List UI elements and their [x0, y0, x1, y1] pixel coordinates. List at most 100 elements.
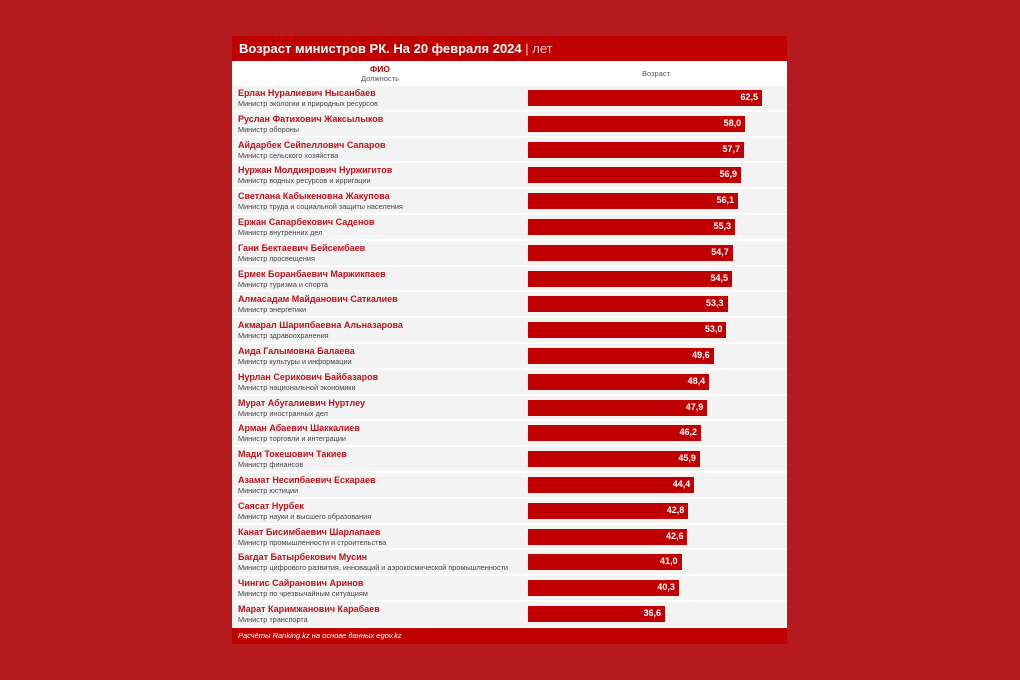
table-row: Аида Галымовна Балаева Министр культуры и…	[232, 343, 787, 368]
chart-title-bar: Возраст министров РК. На 20 февраля 2024…	[232, 36, 787, 61]
table-row: Азамат Несипбаевич Ескараев Министр юстиц…	[232, 472, 787, 497]
minister-name: Канат Бисимбаевич Шарлапаев	[238, 526, 381, 537]
age-value-label: 56,1	[716, 195, 735, 206]
table-row: Акмарал Шарипбаевна Альназарова Министр з…	[232, 318, 787, 342]
table-row: Айдарбек Сейпеллович Сапаров Министр сель…	[232, 137, 787, 162]
minister-name: Мурат Абугалиевич Нуртлеу	[238, 397, 365, 408]
age-bar: 54,7	[528, 244, 733, 261]
age-value-label: 47,9	[685, 401, 704, 412]
chart-panel: Возраст министров РК. На 20 февраля 2024…	[232, 36, 787, 644]
minister-name: Ержан Сапарбекович Саденов	[238, 216, 375, 227]
minister-position: Министр внутренних дел	[238, 227, 323, 237]
age-bar: 40,3	[528, 580, 679, 597]
minister-name: Акмарал Шарипбаевна Альназарова	[238, 320, 403, 331]
age-bar: 53,0	[528, 322, 727, 339]
table-row: Арман Абаевич Шаккалиев Министр торговли …	[232, 421, 787, 446]
table-row: Алмасадам Майданович Саткалиев Министр эн…	[232, 292, 787, 317]
age-value-label: 54,5	[710, 272, 729, 283]
minister-name: Мади Токешович Такиев	[238, 449, 347, 460]
table-row: Багдат Батырбекович Мусин Министр цифрово…	[232, 550, 787, 575]
table-row: Чингис Сайранович Аринов Министр по чрезв…	[232, 576, 787, 600]
minister-name: Багдат Батырбекович Мусин	[238, 552, 368, 563]
minister-position: Министр по чрезвычайным ситуациям	[238, 589, 368, 599]
minister-name: Гани Бектаевич Бейсембаев	[238, 242, 366, 253]
age-bar: 48,4	[528, 373, 710, 390]
table-row: Нурлан Серикович Байбазаров Министр нацио…	[232, 369, 787, 394]
age-value-label: 54,7	[711, 246, 729, 257]
chart-unit: | лет	[525, 41, 553, 56]
age-value-label: 42,8	[666, 504, 685, 515]
minister-position: Министр юстиции	[238, 485, 299, 495]
age-value-label: 36,6	[643, 607, 662, 618]
minister-name: Алмасадам Майданович Саткалиев	[238, 294, 398, 305]
header-age: Возраст	[642, 69, 671, 78]
minister-name: Айдарбек Сейпеллович Сапаров	[238, 139, 386, 150]
minister-name: Нуржан Молдиярович Нуржигитов	[238, 165, 393, 176]
minister-position: Министр водных ресурсов и ирригации	[238, 176, 371, 186]
table-row: Руслан Фатихович Жаксылыков Министр оборо…	[232, 111, 787, 136]
age-bar: 54,5	[528, 270, 733, 287]
minister-name: Ерлан Нуралиевич Нысанбаев	[238, 88, 376, 98]
minister-position: Министр науки и высшего образования	[238, 511, 372, 521]
age-bar: 41,0	[528, 554, 682, 571]
minister-position: Министр национальной экономики	[238, 382, 356, 392]
table-row: Ерлан Нуралиевич Нысанбаев Министр эколог…	[232, 86, 787, 110]
table-row: Мади Токешович Такиев Министр финансов 45,…	[232, 447, 787, 471]
age-bar: 49,6	[528, 347, 714, 364]
age-value-label: 48,4	[687, 375, 706, 386]
minister-name: Арман Абаевич Шаккалиев	[238, 423, 360, 434]
table-header: ФИО Должность Возраст	[232, 61, 787, 86]
minister-position: Министр финансов	[238, 460, 304, 470]
age-bar: 42,6	[528, 528, 688, 545]
age-value-label: 41,0	[659, 556, 678, 567]
minister-name: Марат Каримжанович Карабаев	[238, 603, 380, 614]
minister-position: Министр труда и социальной защиты населе…	[238, 202, 403, 212]
minister-position: Министр промышленности и строительства	[238, 537, 387, 547]
age-bar: 55,3	[528, 218, 736, 235]
header-fio: ФИО	[370, 64, 390, 74]
age-bar: 47,9	[528, 399, 708, 416]
table-row: Гани Бектаевич Бейсембаев Министр просвещ…	[232, 240, 787, 265]
table-row: Ермек Боранбаевич Маржикпаев Министр тури…	[232, 266, 787, 291]
unit-label: лет	[532, 41, 553, 56]
minister-name: Светлана Кабыкеновна Жакупова	[238, 191, 390, 202]
age-bar: 45,9	[528, 451, 700, 468]
age-value-label: 57,7	[722, 143, 741, 154]
table-row: Светлана Кабыкеновна Жакупова Министр тру…	[232, 189, 787, 213]
age-value-label: 45,9	[678, 453, 696, 464]
minister-position: Министр торговли и интеграции	[238, 434, 346, 444]
age-bar: 42,8	[528, 502, 689, 519]
header-position: Должность	[361, 74, 399, 83]
table-row: Марат Каримжанович Карабаев Министр транс…	[232, 601, 787, 626]
age-bar: 53,3	[528, 296, 728, 313]
age-bar: 57,7	[528, 141, 745, 158]
age-bar: 44,4	[528, 476, 695, 493]
age-value-label: 42,6	[665, 530, 684, 541]
age-bar: 46,2	[528, 425, 701, 442]
age-bar: 58,0	[528, 115, 746, 132]
minister-position: Министр иностранных дел	[238, 408, 328, 418]
age-value-label: 49,6	[692, 349, 710, 360]
minister-position: Министр просвещения	[238, 253, 315, 263]
chart-title: Возраст министров РК. На 20 февраля 2024	[239, 41, 522, 56]
minister-name: Аида Галымовна Балаева	[238, 345, 355, 356]
age-value-label: 58,0	[723, 117, 742, 128]
minister-position: Министр сельского хозяйства	[238, 150, 339, 160]
age-value-label: 46,2	[679, 427, 697, 438]
table-row: Канат Бисимбаевич Шарлапаев Министр промы…	[232, 524, 787, 549]
table-row: Саясат Нурбек Министр науки и высшего обр…	[232, 498, 787, 523]
table-row: Мурат Абугалиевич Нуртлеу Министр иностра…	[232, 395, 787, 420]
age-value-label: 56,9	[719, 169, 738, 180]
minister-name: Азамат Несипбаевич Ескараев	[238, 474, 376, 485]
table-row: Нуржан Молдиярович Нуржигитов Министр вод…	[232, 163, 787, 188]
age-value-label: 44,4	[672, 478, 691, 489]
minister-position: Министр экологии и природных ресурсов	[238, 99, 378, 108]
minister-position: Министр обороны	[238, 124, 300, 134]
age-bar: 56,9	[528, 167, 742, 184]
minister-position: Министр энергетики	[238, 305, 307, 315]
age-value-label: 53,3	[706, 298, 724, 309]
age-bar: 62,5	[528, 90, 762, 106]
age-value-label: 62,5	[740, 92, 758, 102]
minister-name: Чингис Сайранович Аринов	[238, 578, 364, 589]
age-value-label: 53,0	[704, 324, 723, 335]
